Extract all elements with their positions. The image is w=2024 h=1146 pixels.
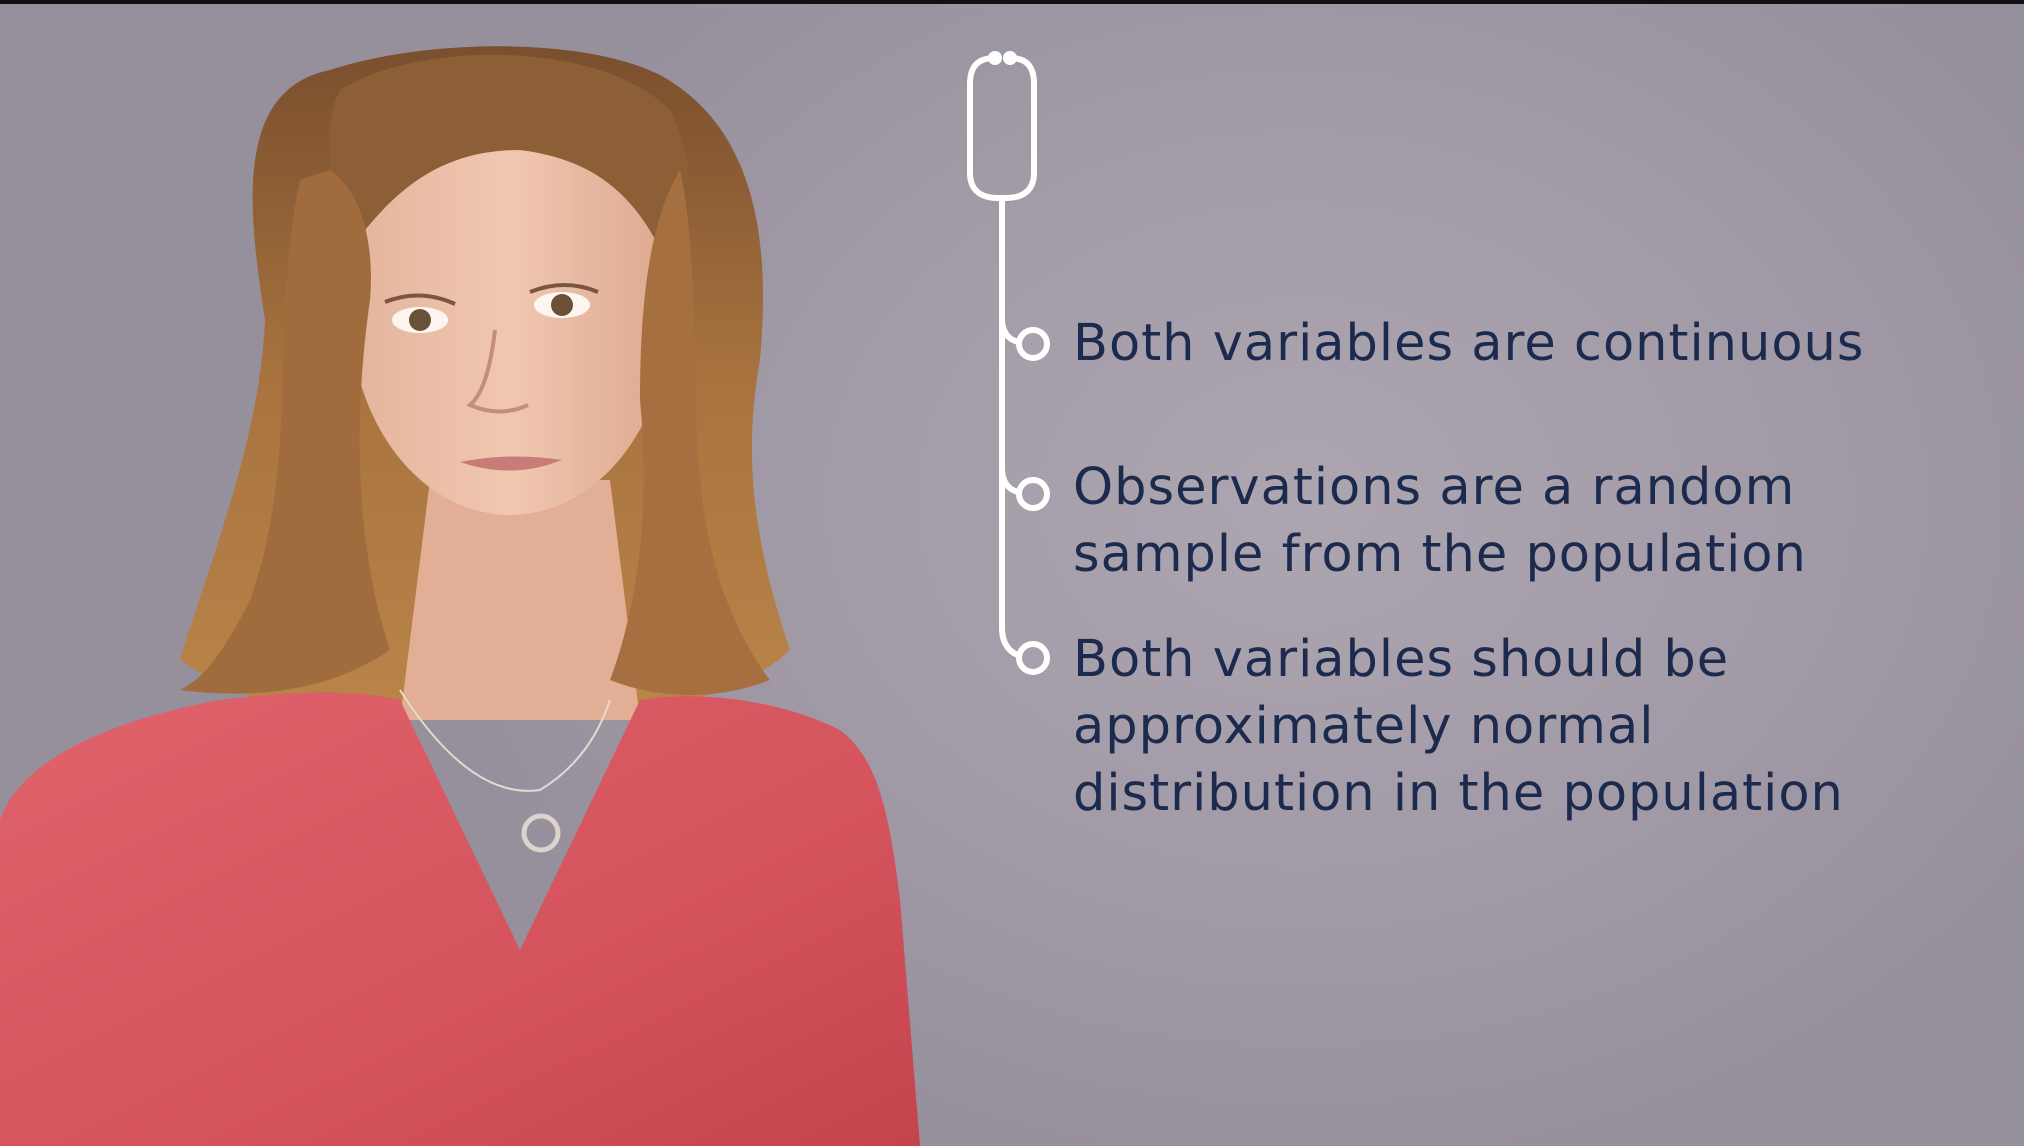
list-item-normal-distribution: Both variables should be approximately n…	[1073, 630, 1844, 823]
list-item-random-sample: Observations are a random sample from th…	[1073, 458, 1807, 584]
shirt-shape	[0, 692, 920, 1146]
face-shape	[350, 105, 670, 515]
neck-shape	[400, 480, 640, 720]
fringe-shape	[329, 54, 689, 271]
presenter-video-still	[0, 0, 920, 1146]
stethoscope-icon	[940, 48, 1080, 688]
pendant-shape	[521, 813, 561, 853]
list-item-continuous: Both variables are continuous	[1073, 314, 1865, 373]
frame-top-border	[0, 0, 2024, 4]
